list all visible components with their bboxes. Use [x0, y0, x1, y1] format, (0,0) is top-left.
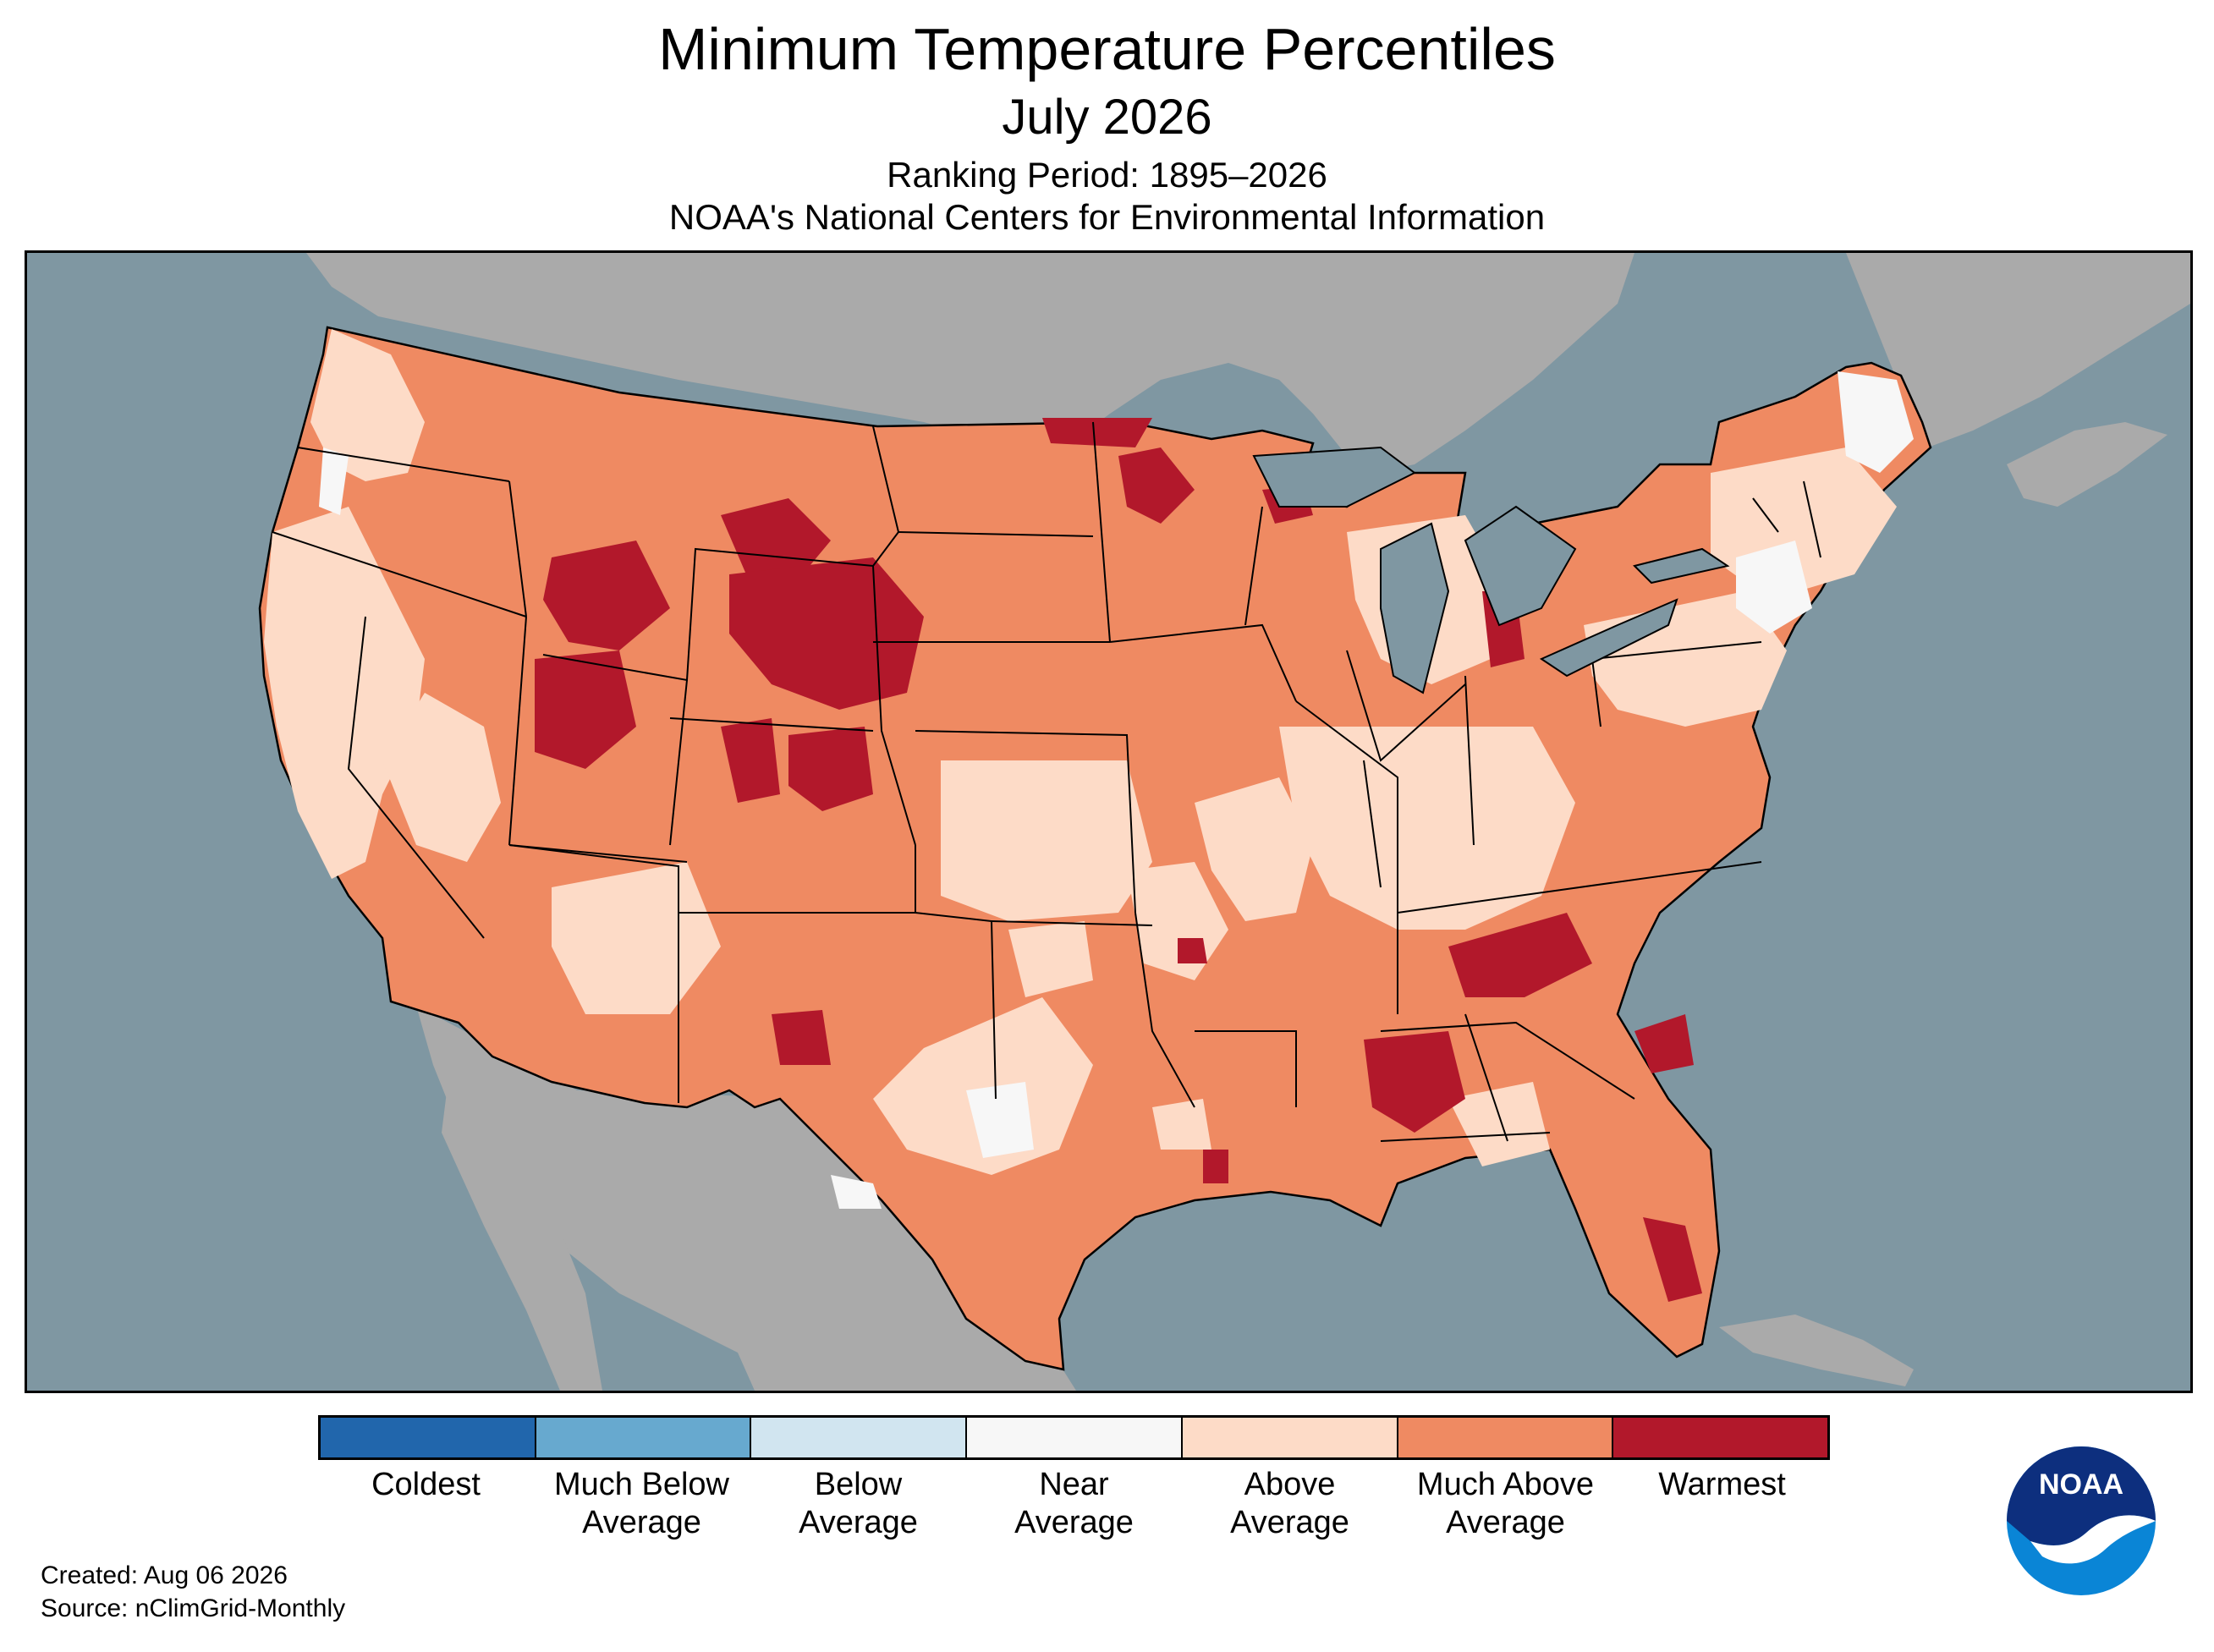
legend-label-near: Near Average [1014, 1467, 1134, 1540]
legend-label-coldest: Coldest [371, 1467, 481, 1502]
canada-land [306, 253, 1634, 473]
organization-line: NOAA's National Centers for Environmenta… [668, 197, 1546, 237]
legend-colorbar [318, 1415, 1830, 1460]
legend-label-much-above: Much Above Average [1416, 1467, 1595, 1540]
state-borders [272, 421, 1821, 1142]
legend-swatch-much-above [1398, 1418, 1614, 1457]
map-subtitle: July 2026 [1002, 90, 1212, 145]
noaa-logo-icon: NOAA [2007, 1446, 2156, 1595]
noaa-logo-text: NOAA [2039, 1468, 2123, 1501]
mexico-land [416, 1006, 1076, 1391]
created-date: Created: Aug 06 2026 [41, 1561, 288, 1589]
cuba-land [1719, 1314, 1914, 1386]
legend-swatch-below [751, 1418, 968, 1457]
legend-swatch-above [1182, 1418, 1398, 1457]
maritimes-land [1846, 253, 2190, 456]
legend-swatch-coldest [321, 1418, 536, 1457]
baja-land [442, 1065, 602, 1391]
legend-label-warmest: Warmest [1658, 1467, 1786, 1502]
map-canvas [27, 253, 2190, 1391]
map-frame [25, 250, 2193, 1393]
legend-label-much-below: Much Below Average [554, 1467, 729, 1540]
data-source: Source: nClimGrid-Monthly [41, 1594, 346, 1622]
legend-label-above: Above Average [1230, 1467, 1349, 1540]
legend-swatch-much-below [536, 1418, 752, 1457]
great-lakes [1252, 446, 1730, 694]
legend-label-below: Below Average [799, 1467, 918, 1540]
legend-swatch-warmest [1613, 1418, 1828, 1457]
map-title: Minimum Temperature Percentiles [658, 16, 1556, 82]
above-average-regions [264, 329, 1897, 1175]
legend-swatch-near [967, 1418, 1183, 1457]
near-average-regions [319, 371, 1914, 1209]
ranking-period: Ranking Period: 1895–2026 [887, 155, 1327, 195]
nova-scotia-land [2007, 422, 2167, 507]
